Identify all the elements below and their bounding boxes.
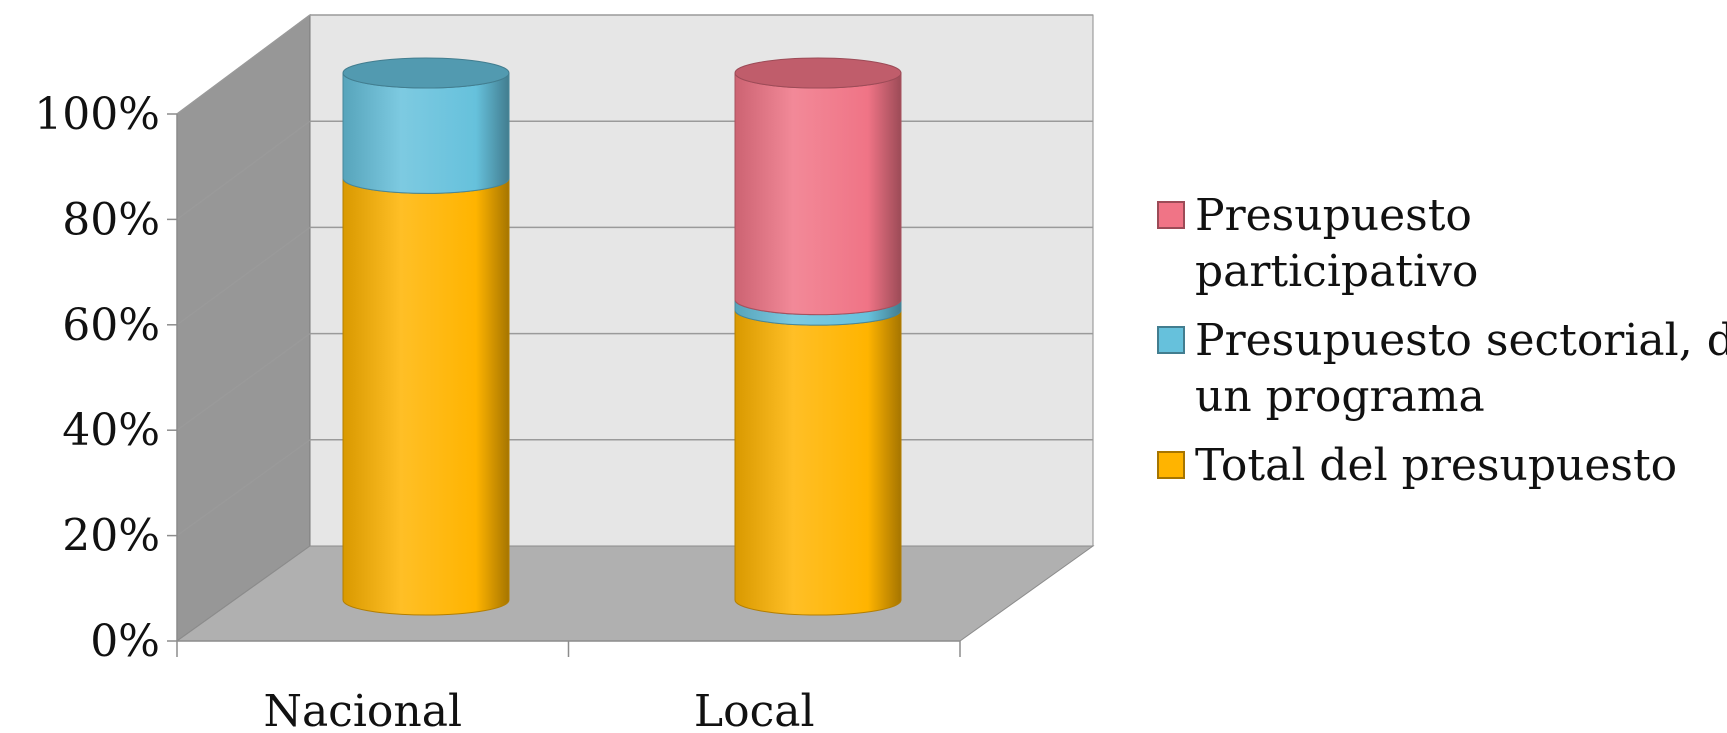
bar-segment [342, 178, 510, 616]
legend-swatch [1157, 451, 1185, 479]
chart-bars [342, 57, 902, 616]
bar-segment [734, 310, 902, 616]
legend-label: Total del presupuesto [1195, 440, 1677, 491]
gridline-side [176, 120, 311, 221]
x-tick-label: Local [694, 686, 815, 733]
y-tick-label: 80% [62, 194, 160, 245]
legend-swatch [1157, 201, 1185, 229]
chart-walls [175, 14, 1095, 642]
y-tick-label: 100% [34, 89, 160, 140]
gridline-side [176, 332, 311, 431]
legend-label: Presupuesto sectorial, de [1195, 315, 1727, 366]
legend-label: participativo [1195, 246, 1478, 297]
bar-top-cap [342, 57, 510, 89]
x-tick-label: Nacional [263, 686, 462, 733]
chart-axes: 0% 20% 40% 60% 80% 100% Nacional Local [34, 89, 961, 733]
bar-segment [342, 72, 510, 194]
floor [175, 545, 1095, 642]
side-wall [176, 14, 311, 642]
y-tick-label: 0% [90, 616, 160, 667]
y-tick-label: 40% [62, 405, 160, 456]
y-tick-label: 20% [62, 511, 160, 562]
y-tick-label: 60% [62, 300, 160, 351]
legend-label: un programa [1195, 371, 1485, 422]
gridline-side [176, 14, 311, 115]
legend-item: Total del presupuesto [1157, 440, 1677, 491]
gridline-side [176, 226, 311, 326]
legend-swatch [1157, 326, 1185, 354]
bar-segment [734, 72, 902, 316]
gridline-side [176, 439, 311, 537]
bar-top-cap [734, 57, 902, 89]
legend-label: Presupuesto [1195, 190, 1472, 241]
